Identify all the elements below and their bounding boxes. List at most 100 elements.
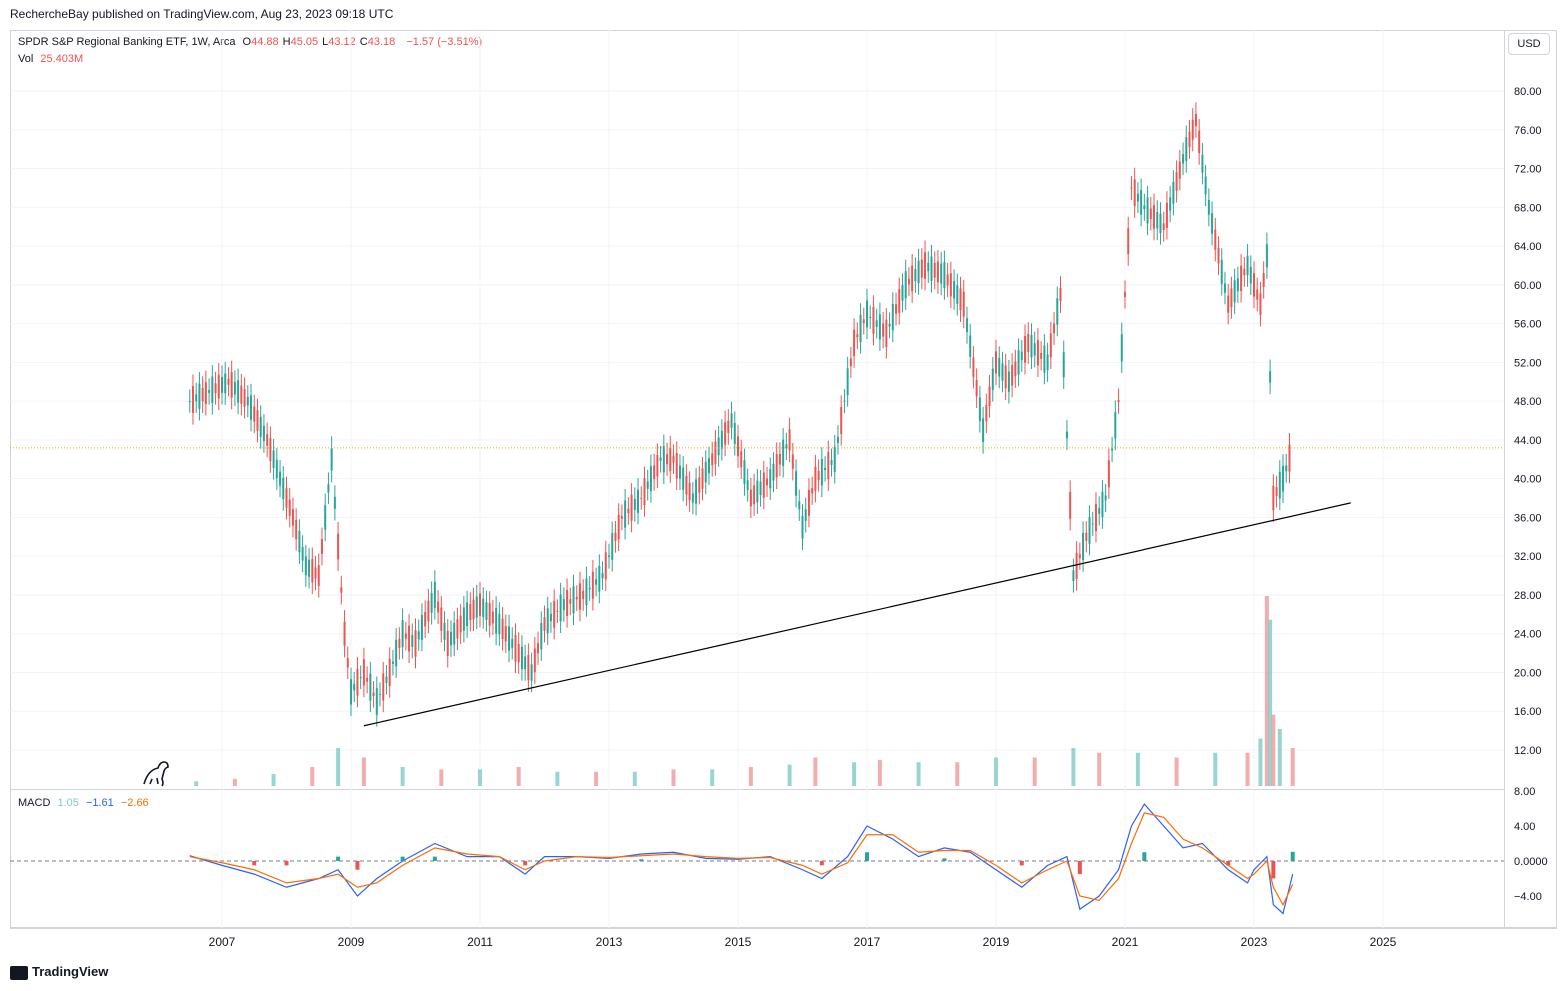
price-candle-body bbox=[766, 478, 769, 486]
price-candle-body bbox=[878, 314, 881, 340]
price-candle-body bbox=[262, 425, 265, 442]
price-candle-body bbox=[401, 620, 404, 648]
ohlc-value-h: 45.05 bbox=[290, 36, 319, 48]
price-candle-body bbox=[907, 278, 910, 285]
price-candle-body bbox=[640, 497, 643, 499]
price-candle-body bbox=[208, 389, 211, 393]
macd-histogram-bar bbox=[942, 858, 947, 861]
price-candle-body bbox=[372, 692, 375, 696]
price-candle-body bbox=[388, 658, 391, 687]
price-candle-body bbox=[414, 630, 417, 657]
price-candle-body bbox=[1236, 278, 1239, 292]
support-trendline bbox=[363, 502, 1351, 727]
price-candle-body bbox=[566, 590, 569, 617]
price-candle-body bbox=[201, 387, 204, 402]
volume-bar bbox=[1258, 738, 1263, 786]
price-candle-body bbox=[1053, 323, 1056, 334]
macd-legend[interactable]: MACD 1.05 −1.61 −2.66 bbox=[18, 797, 153, 809]
price-candle-body bbox=[491, 611, 494, 624]
price-candle-body bbox=[356, 668, 359, 696]
price-candle-body bbox=[946, 274, 949, 286]
price-candle-body bbox=[333, 496, 336, 509]
price-candle-body bbox=[250, 395, 253, 420]
price-candle-body bbox=[756, 480, 759, 503]
price-candle-body bbox=[256, 410, 259, 431]
macd-histogram-bar bbox=[252, 861, 257, 866]
price-candle-body bbox=[998, 357, 1001, 377]
price-candle-body bbox=[456, 619, 459, 639]
price-candle-body bbox=[430, 593, 433, 613]
price-candle-body bbox=[891, 303, 894, 331]
price-candle-body bbox=[1011, 364, 1014, 386]
price-candle-body bbox=[827, 452, 830, 480]
price-candle-body bbox=[717, 437, 720, 456]
price-candle-body bbox=[559, 594, 562, 622]
price-candle-body bbox=[833, 446, 836, 472]
price-candle-body bbox=[475, 596, 478, 618]
price-candle-body bbox=[1098, 507, 1101, 514]
volume-bar bbox=[852, 762, 857, 786]
price-candle-body bbox=[366, 677, 369, 682]
volume-bar bbox=[1277, 729, 1282, 786]
price-candle-body bbox=[927, 262, 930, 272]
price-candle-body bbox=[350, 679, 352, 705]
volume-bar bbox=[361, 757, 366, 786]
price-candle-body bbox=[246, 396, 249, 406]
price-candle-body bbox=[391, 661, 394, 664]
tradingview-logo[interactable]: TradingView bbox=[10, 964, 108, 980]
price-candle-body bbox=[314, 567, 317, 579]
price-candle-body bbox=[508, 626, 511, 651]
volume-bar bbox=[813, 757, 818, 786]
price-candle-body bbox=[707, 458, 710, 474]
price-candle-body bbox=[188, 401, 191, 403]
price-candle-body bbox=[1217, 247, 1220, 264]
volume-legend[interactable]: Vol 25.403M bbox=[18, 53, 87, 65]
price-candle-body bbox=[291, 509, 294, 526]
price-candle-body bbox=[933, 262, 936, 278]
price-candle-body bbox=[1082, 532, 1085, 561]
volume-bar bbox=[400, 767, 405, 786]
price-candle-body bbox=[853, 329, 856, 357]
price-candle-body bbox=[649, 466, 652, 492]
price-candle-body bbox=[362, 659, 365, 686]
macd-histogram-bar bbox=[1077, 861, 1082, 875]
ohlc-label-l: L bbox=[322, 36, 329, 48]
price-candle-body bbox=[466, 602, 469, 627]
price-candle-body bbox=[740, 451, 743, 468]
price-candle-body bbox=[1188, 131, 1191, 148]
price-candle-body bbox=[1007, 371, 1010, 392]
price-candle-body bbox=[591, 571, 594, 599]
macd-signal-value: −2.66 bbox=[120, 797, 149, 809]
price-candle-body bbox=[488, 602, 491, 626]
price-candle-body bbox=[288, 499, 291, 516]
price-candle-body bbox=[666, 454, 669, 465]
price-candle-body bbox=[1136, 193, 1139, 202]
price-candle-body bbox=[1024, 336, 1027, 363]
price-candle-body bbox=[533, 648, 536, 673]
price-candle-body bbox=[556, 610, 559, 612]
price-candle-body bbox=[685, 475, 688, 495]
volume-bar bbox=[671, 769, 676, 786]
price-candle-body bbox=[320, 539, 323, 554]
price-candle-body bbox=[443, 622, 446, 640]
price-candle-body bbox=[859, 314, 862, 343]
price-tick-label: 72.00 bbox=[1514, 164, 1542, 176]
price-candle-body bbox=[956, 285, 959, 304]
currency-button[interactable]: USD bbox=[1508, 33, 1550, 55]
ohlc-label-c: C bbox=[359, 36, 368, 48]
price-candle-body bbox=[253, 406, 256, 422]
price-candle-body bbox=[1240, 265, 1243, 292]
price-tick-label: 68.00 bbox=[1514, 202, 1542, 214]
price-candle-body bbox=[1175, 172, 1178, 191]
price-candle-body bbox=[1072, 570, 1075, 581]
price-candle-body bbox=[353, 683, 356, 691]
price-candle-body bbox=[749, 489, 752, 507]
price-candle-body bbox=[1259, 293, 1262, 315]
price-candle-body bbox=[920, 259, 923, 278]
macd-histogram-bar bbox=[639, 859, 644, 861]
price-candle-body bbox=[888, 323, 891, 327]
symbol-legend[interactable]: SPDR S&P Regional Banking ETF, 1W, Arca … bbox=[18, 36, 486, 48]
price-candle-body bbox=[1094, 503, 1097, 531]
time-tick-label: 2015 bbox=[725, 935, 752, 949]
